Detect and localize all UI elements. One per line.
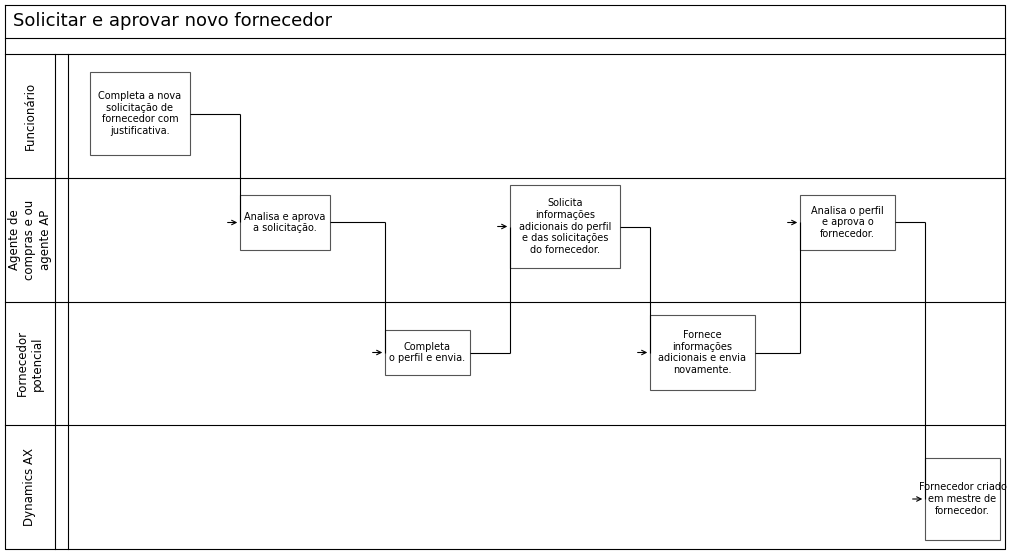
Bar bbox=[650, 315, 755, 390]
Text: Completa a nova
solicitação de
fornecedor com
justificativa.: Completa a nova solicitação de fornecedo… bbox=[98, 91, 182, 136]
Bar bbox=[925, 458, 1000, 540]
Text: Analisa o perfil
e aprova o
fornecedor.: Analisa o perfil e aprova o fornecedor. bbox=[811, 206, 884, 239]
Text: Agente de
compras e ou
agente AP: Agente de compras e ou agente AP bbox=[8, 199, 52, 280]
Bar bbox=[800, 195, 895, 250]
Text: Fornecedor criado
em mestre de
fornecedor.: Fornecedor criado em mestre de fornecedo… bbox=[918, 483, 1006, 516]
Text: Solicita
informações
adicionais do perfil
e das solicitações
do fornecedor.: Solicita informações adicionais do perfi… bbox=[519, 198, 611, 255]
Bar bbox=[510, 185, 620, 268]
Text: Funcionário: Funcionário bbox=[23, 82, 36, 150]
Text: Fornece
informações
adicionais e envia
novamente.: Fornece informações adicionais e envia n… bbox=[659, 330, 746, 375]
Text: Analisa e aprova
a solicitação.: Analisa e aprova a solicitação. bbox=[244, 212, 325, 233]
Bar bbox=[90, 72, 190, 155]
Text: Completa
o perfil e envia.: Completa o perfil e envia. bbox=[390, 342, 466, 363]
Bar bbox=[385, 330, 470, 375]
Text: Solicitar e aprovar novo fornecedor: Solicitar e aprovar novo fornecedor bbox=[13, 13, 332, 30]
Text: Dynamics AX: Dynamics AX bbox=[23, 448, 36, 526]
Text: Fornecedor
potencial: Fornecedor potencial bbox=[16, 330, 44, 397]
Bar bbox=[240, 195, 330, 250]
